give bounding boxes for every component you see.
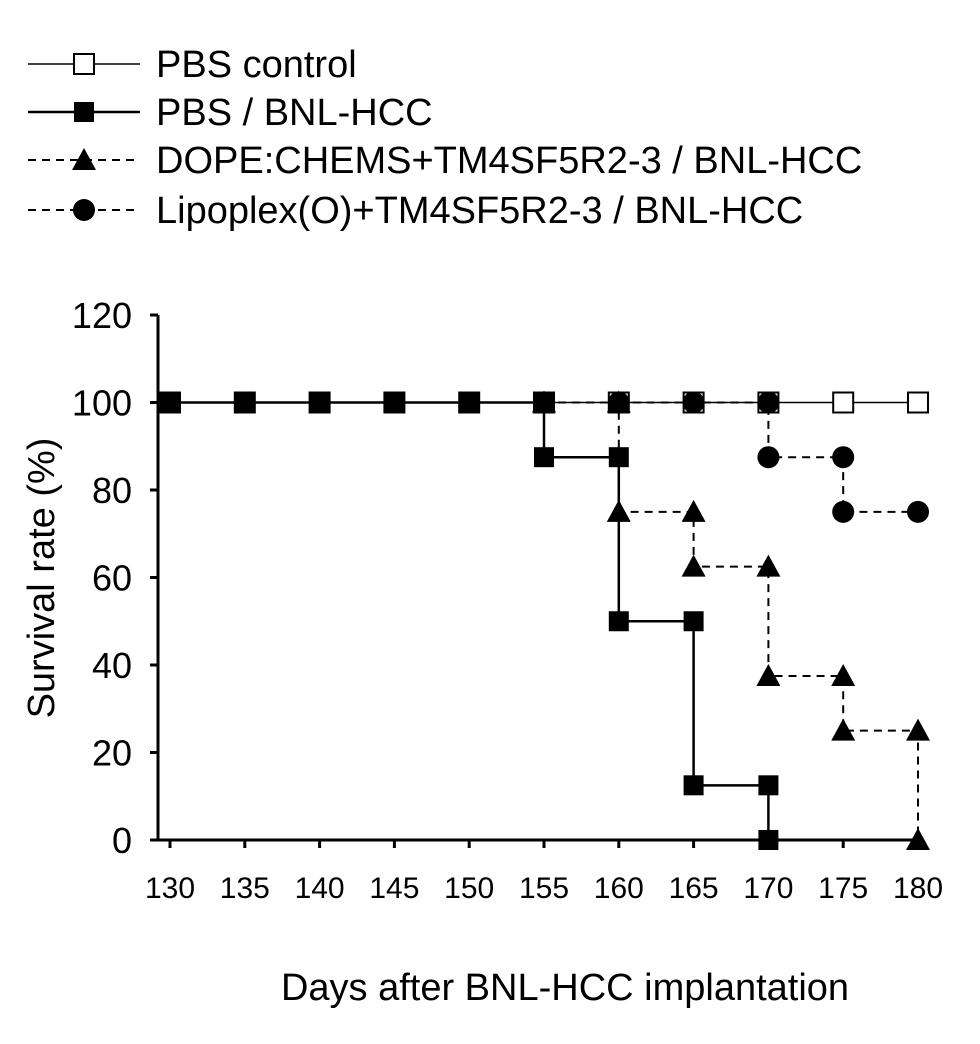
data-point — [831, 718, 856, 741]
y-tick-label: 0 — [112, 820, 132, 861]
y-tick-label: 40 — [92, 645, 132, 686]
data-point — [607, 391, 630, 414]
legend-label: Lipoplex(O)+TM4SF5R2-3 / BNL-HCC — [156, 190, 803, 232]
data-point — [832, 500, 855, 523]
series-line-2 — [544, 401, 919, 840]
y-tick-label: 80 — [92, 470, 132, 511]
data-point — [534, 392, 554, 413]
legend-marker — [72, 148, 96, 170]
x-tick-label: 150 — [444, 872, 494, 905]
data-point — [832, 391, 855, 414]
x-tick-label: 160 — [594, 872, 644, 905]
data-point — [757, 446, 780, 469]
series-points-1 — [160, 392, 779, 850]
y-axis-title: Survival rate (%) — [21, 438, 63, 719]
data-point — [681, 499, 706, 522]
data-point — [459, 392, 480, 413]
data-point — [832, 446, 855, 469]
data-point — [534, 447, 554, 468]
data-point — [606, 499, 631, 522]
x-tick-label: 175 — [818, 872, 868, 905]
legend-label: PBS control — [156, 44, 357, 86]
x-tick-label: 155 — [519, 872, 569, 905]
x-tick-label: 165 — [669, 872, 719, 905]
series-line-1 — [170, 401, 770, 840]
x-axis-title: Days after BNL-HCC implantation — [281, 967, 849, 1009]
x-tick-label: 135 — [220, 872, 270, 905]
data-point — [758, 830, 779, 850]
series-points-2 — [532, 390, 930, 850]
legend-item: PBS / BNL-HCC — [28, 92, 433, 134]
legend-label: DOPE:CHEMS+TM4SF5R2-3 / BNL-HCC — [156, 140, 862, 182]
legend-label: PBS / BNL-HCC — [156, 92, 433, 134]
legend-item: Lipoplex(O)+TM4SF5R2-3 / BNL-HCC — [28, 190, 803, 232]
data-point — [681, 554, 706, 577]
data-point — [234, 392, 255, 413]
x-tick-label: 180 — [893, 872, 943, 905]
data-point — [907, 391, 929, 414]
legend-marker — [73, 199, 95, 221]
y-tick-label: 20 — [92, 733, 132, 774]
legend-marker — [74, 102, 94, 122]
data-point — [907, 500, 929, 523]
legend-marker — [73, 53, 95, 75]
legend-item: PBS control — [28, 44, 357, 86]
x-tick-label: 170 — [743, 872, 793, 905]
y-tick-label: 120 — [72, 295, 132, 336]
x-tick-label: 130 — [145, 872, 195, 905]
data-point — [608, 447, 629, 468]
data-point — [682, 391, 705, 414]
data-point — [906, 718, 930, 741]
data-point — [608, 611, 629, 632]
data-point — [758, 775, 779, 796]
series-points-3 — [607, 391, 929, 523]
y-ticks: 0 20 40 60 80 100 120 — [72, 295, 158, 861]
series-group — [159, 390, 930, 850]
data-point — [756, 554, 781, 577]
legend-item: DOPE:CHEMS+TM4SF5R2-3 / BNL-HCC — [28, 140, 862, 182]
data-point — [384, 392, 405, 413]
series-lines — [170, 401, 919, 840]
data-point — [683, 611, 704, 632]
plot-area: 0 20 40 60 80 100 120 130 135 140 145 150 155 160 165… — [72, 295, 943, 905]
data-point — [831, 663, 856, 686]
y-tick-label: 60 — [92, 558, 132, 599]
data-point — [160, 392, 180, 413]
data-point — [756, 663, 781, 686]
data-point — [683, 775, 704, 796]
x-tick-label: 145 — [369, 872, 419, 905]
y-tick-label: 100 — [72, 383, 132, 424]
series-markers — [159, 390, 930, 850]
data-point — [906, 828, 930, 850]
x-tick-label: 140 — [295, 872, 345, 905]
x-ticks: 130 135 140 145 150 155 160 165 170 175 180 — [145, 840, 943, 905]
data-point — [757, 391, 780, 414]
legend: PBS control PBS / BNL-HCC DOPE:CHEMS+TM4SF… — [28, 44, 862, 232]
data-point — [309, 392, 330, 413]
